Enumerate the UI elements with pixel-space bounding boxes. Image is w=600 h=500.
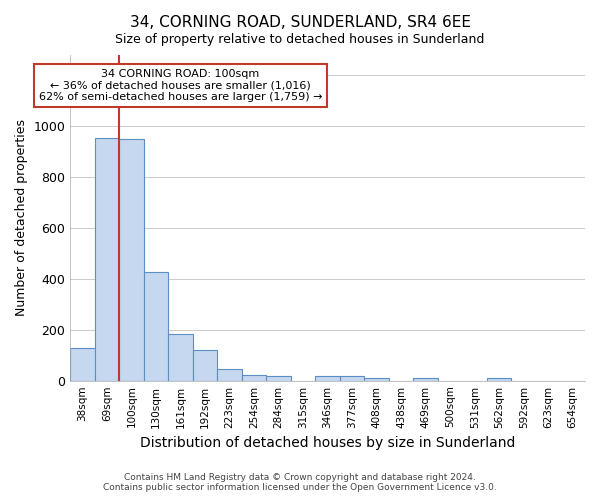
Bar	[242, 375, 266, 380]
Text: 34, CORNING ROAD, SUNDERLAND, SR4 6EE: 34, CORNING ROAD, SUNDERLAND, SR4 6EE	[130, 15, 470, 30]
Bar	[316, 376, 340, 380]
Bar	[413, 378, 438, 380]
Bar	[119, 140, 144, 380]
Bar	[193, 350, 217, 380]
Bar	[487, 378, 511, 380]
Bar	[340, 376, 364, 380]
Bar	[95, 138, 119, 380]
Bar	[217, 369, 242, 380]
Bar	[364, 378, 389, 380]
Text: Contains HM Land Registry data © Crown copyright and database right 2024.
Contai: Contains HM Land Registry data © Crown c…	[103, 473, 497, 492]
Y-axis label: Number of detached properties: Number of detached properties	[15, 120, 28, 316]
Bar	[70, 348, 95, 380]
Text: 34 CORNING ROAD: 100sqm
← 36% of detached houses are smaller (1,016)
62% of semi: 34 CORNING ROAD: 100sqm ← 36% of detache…	[39, 69, 322, 102]
Bar	[266, 376, 291, 380]
Bar	[144, 272, 169, 380]
Text: Size of property relative to detached houses in Sunderland: Size of property relative to detached ho…	[115, 32, 485, 46]
X-axis label: Distribution of detached houses by size in Sunderland: Distribution of detached houses by size …	[140, 436, 515, 450]
Bar	[169, 334, 193, 380]
